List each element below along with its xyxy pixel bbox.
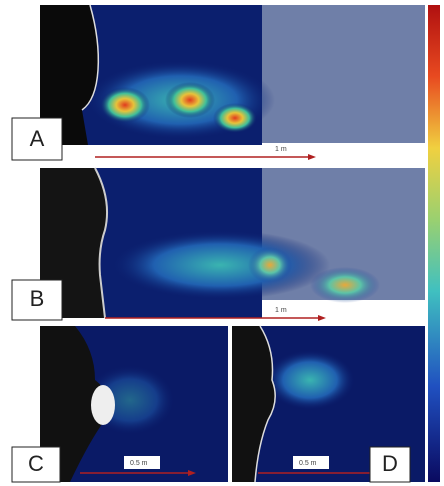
- plume: [165, 82, 215, 118]
- panel-label: B: [30, 286, 45, 311]
- scale-label: 1 m: [275, 307, 287, 314]
- arrow-head: [308, 154, 316, 160]
- panel-label: A: [30, 126, 45, 151]
- plume: [110, 230, 330, 300]
- scale-label: 1 m: [275, 146, 287, 153]
- scale-label: 0.5 m: [299, 460, 317, 467]
- panel-c: 0.5 m C: [12, 326, 228, 482]
- plume: [310, 267, 380, 303]
- plume: [213, 103, 257, 133]
- mask: [91, 385, 115, 425]
- panel-d: 0.5 m D: [232, 326, 425, 482]
- plume: [100, 87, 150, 123]
- figure: 1 m A 1 m B 0.5 m C 0: [0, 0, 444, 486]
- scale-label: 0.5 m: [130, 460, 148, 467]
- plume: [265, 350, 355, 410]
- panel-a: 1 m A: [12, 5, 425, 160]
- color-bar: [428, 5, 440, 482]
- panel-label: D: [382, 451, 398, 476]
- panel-label: C: [28, 451, 44, 476]
- arrow-head: [318, 315, 326, 321]
- panel-b: 1 m B: [12, 168, 425, 321]
- plume: [248, 247, 292, 283]
- gray-region: [262, 5, 425, 143]
